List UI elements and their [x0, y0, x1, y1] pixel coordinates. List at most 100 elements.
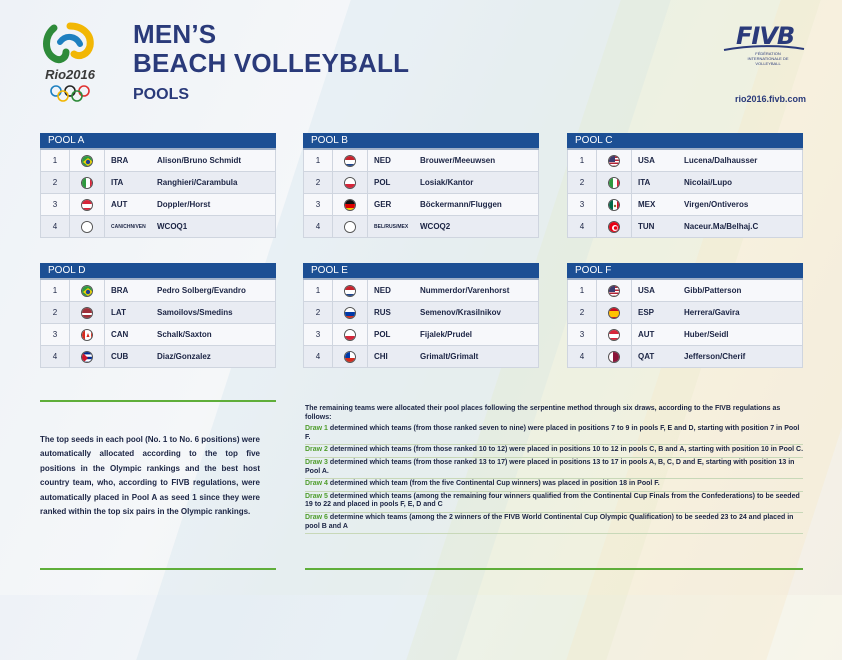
divider: [40, 568, 276, 570]
cuba-flag-icon: [81, 350, 93, 363]
draw-label: Draw 4: [305, 480, 328, 488]
table-row: 4 CAN/CHN/VEN WCOQ1: [40, 216, 276, 238]
country-code: USA: [638, 156, 655, 165]
country-code: ITA: [638, 178, 651, 187]
flag-cell: [69, 150, 105, 171]
table-row: 1 BRA Alison/Bruno Schmidt: [40, 150, 276, 172]
canada-flag-icon: [81, 328, 93, 341]
team-name: Losiak/Kantor: [420, 178, 474, 187]
country-code: GER: [374, 200, 392, 209]
country-code: CHI: [374, 352, 388, 361]
team-name: Gibb/Patterson: [684, 286, 742, 295]
seed-number: 4: [52, 352, 58, 361]
table-row: 3 CAN Schalk/Saxton: [40, 324, 276, 346]
flag-cell: [596, 172, 632, 193]
country-code: NED: [374, 156, 391, 165]
pool-header: POOL D: [40, 263, 276, 280]
seed-number: 3: [579, 330, 585, 339]
draw-intro: The remaining teams were allocated their…: [305, 405, 781, 421]
germany-flag-icon: [344, 198, 356, 211]
svg-text:Rio2016: Rio2016: [45, 67, 96, 82]
poland-flag-icon: [344, 328, 356, 341]
table-row: 4 CHI Grimalt/Grimalt: [303, 346, 539, 368]
mexico-flag-icon: [608, 198, 620, 211]
pool-table: POOL F 1 USA Gibb/Patterson 2 ESP Herrera/Gavi…: [567, 263, 803, 368]
seed-number: 2: [579, 308, 585, 317]
table-row: 3 MEX Virgen/Ontiveros: [567, 194, 803, 216]
divider: [40, 400, 276, 402]
italy-flag-icon: [608, 176, 620, 189]
table-row: 1 BRA Pedro Solberg/Evandro: [40, 280, 276, 302]
website-link[interactable]: rio2016.fivb.com: [734, 94, 806, 104]
table-row: 3 GER Böckermann/Fluggen: [303, 194, 539, 216]
flag-cell: [69, 346, 105, 367]
usa-flag-icon: [608, 284, 620, 297]
team-name: Diaz/Gonzalez: [157, 352, 211, 361]
country-code: POL: [374, 330, 391, 339]
pool-table: POOL C 1 USA Lucena/Dalhausser 2 ITA Nicolai/L…: [567, 133, 803, 238]
team-name: Naceur.Ma/Belhaj.C: [684, 222, 759, 231]
flag-cell: [332, 346, 368, 367]
pool-header: POOL B: [303, 133, 539, 150]
seed-number: 3: [315, 330, 321, 339]
country-code: QAT: [638, 352, 655, 361]
tunisia-flag-icon: [608, 220, 620, 233]
draw-text: determined which team (from the five Con…: [327, 480, 660, 488]
flag-cell: [332, 280, 368, 301]
fivb-swoosh-icon: [723, 45, 805, 51]
seed-number: 2: [52, 178, 58, 187]
country-code: BRA: [111, 286, 129, 295]
country-code: AUT: [111, 200, 128, 209]
pool-header: POOL E: [303, 263, 539, 280]
chile-flag-icon: [344, 350, 356, 363]
country-code: CAN: [111, 330, 129, 339]
table-row: 3 AUT Doppler/Horst: [40, 194, 276, 216]
flag-cell: [332, 324, 368, 345]
seed-number: 1: [315, 286, 321, 295]
team-name: Semenov/Krasilnikov: [420, 308, 501, 317]
draw-label: Draw 1: [305, 425, 328, 433]
draw-text: determine which teams (among the 2 winne…: [305, 513, 794, 530]
table-row: 2 POL Losiak/Kantor: [303, 172, 539, 194]
table-row: 1 NED Brouwer/Meeuwsen: [303, 150, 539, 172]
seed-number: 1: [579, 156, 585, 165]
flag-cell: [596, 346, 632, 367]
draw-item: Draw 3 determined which teams (from thos…: [305, 458, 803, 480]
austria-flag-icon: [81, 198, 93, 211]
pool-table: POOL B 1 NED Brouwer/Meeuwsen 2 POL Losiak/Kan…: [303, 133, 539, 238]
draw-label: Draw 6: [305, 513, 328, 521]
empty-flag-icon: [344, 220, 356, 233]
flag-cell: [596, 216, 632, 237]
title-line-2: BEACH VOLLEYBALL: [133, 48, 410, 78]
team-name: Brouwer/Meeuwsen: [420, 156, 496, 165]
table-row: 2 LAT Samoilovs/Smedins: [40, 302, 276, 324]
pool-header: POOL A: [40, 133, 276, 150]
team-name: Jefferson/Cherif: [684, 352, 746, 361]
team-name: WCOQ1: [157, 222, 188, 231]
seed-number: 2: [52, 308, 58, 317]
table-row: 2 ITA Ranghieri/Carambula: [40, 172, 276, 194]
seed-number: 2: [579, 178, 585, 187]
seed-number: 2: [315, 178, 321, 187]
country-code: CUB: [111, 352, 129, 361]
austria-flag-icon: [608, 328, 620, 341]
seed-number: 3: [315, 200, 321, 209]
country-code: POL: [374, 178, 391, 187]
seed-number: 3: [579, 200, 585, 209]
seed-number: 3: [52, 200, 58, 209]
country-code: USA: [638, 286, 655, 295]
team-name: Samoilovs/Smedins: [157, 308, 233, 317]
pool-header: POOL C: [567, 133, 803, 150]
country-code: TUN: [638, 222, 655, 231]
team-name: WCOQ2: [420, 222, 451, 231]
team-name: Doppler/Horst: [157, 200, 211, 209]
table-row: 3 AUT Huber/Seidl: [567, 324, 803, 346]
flag-cell: [69, 324, 105, 345]
flag-cell: [69, 172, 105, 193]
netherlands-flag-icon: [344, 154, 356, 167]
team-name: Grimalt/Grimalt: [420, 352, 479, 361]
country-code: MEX: [638, 200, 656, 209]
team-name: Lucena/Dalhausser: [684, 156, 758, 165]
draw-explanation: The remaining teams were allocated their…: [305, 405, 803, 535]
flag-cell: [332, 150, 368, 171]
